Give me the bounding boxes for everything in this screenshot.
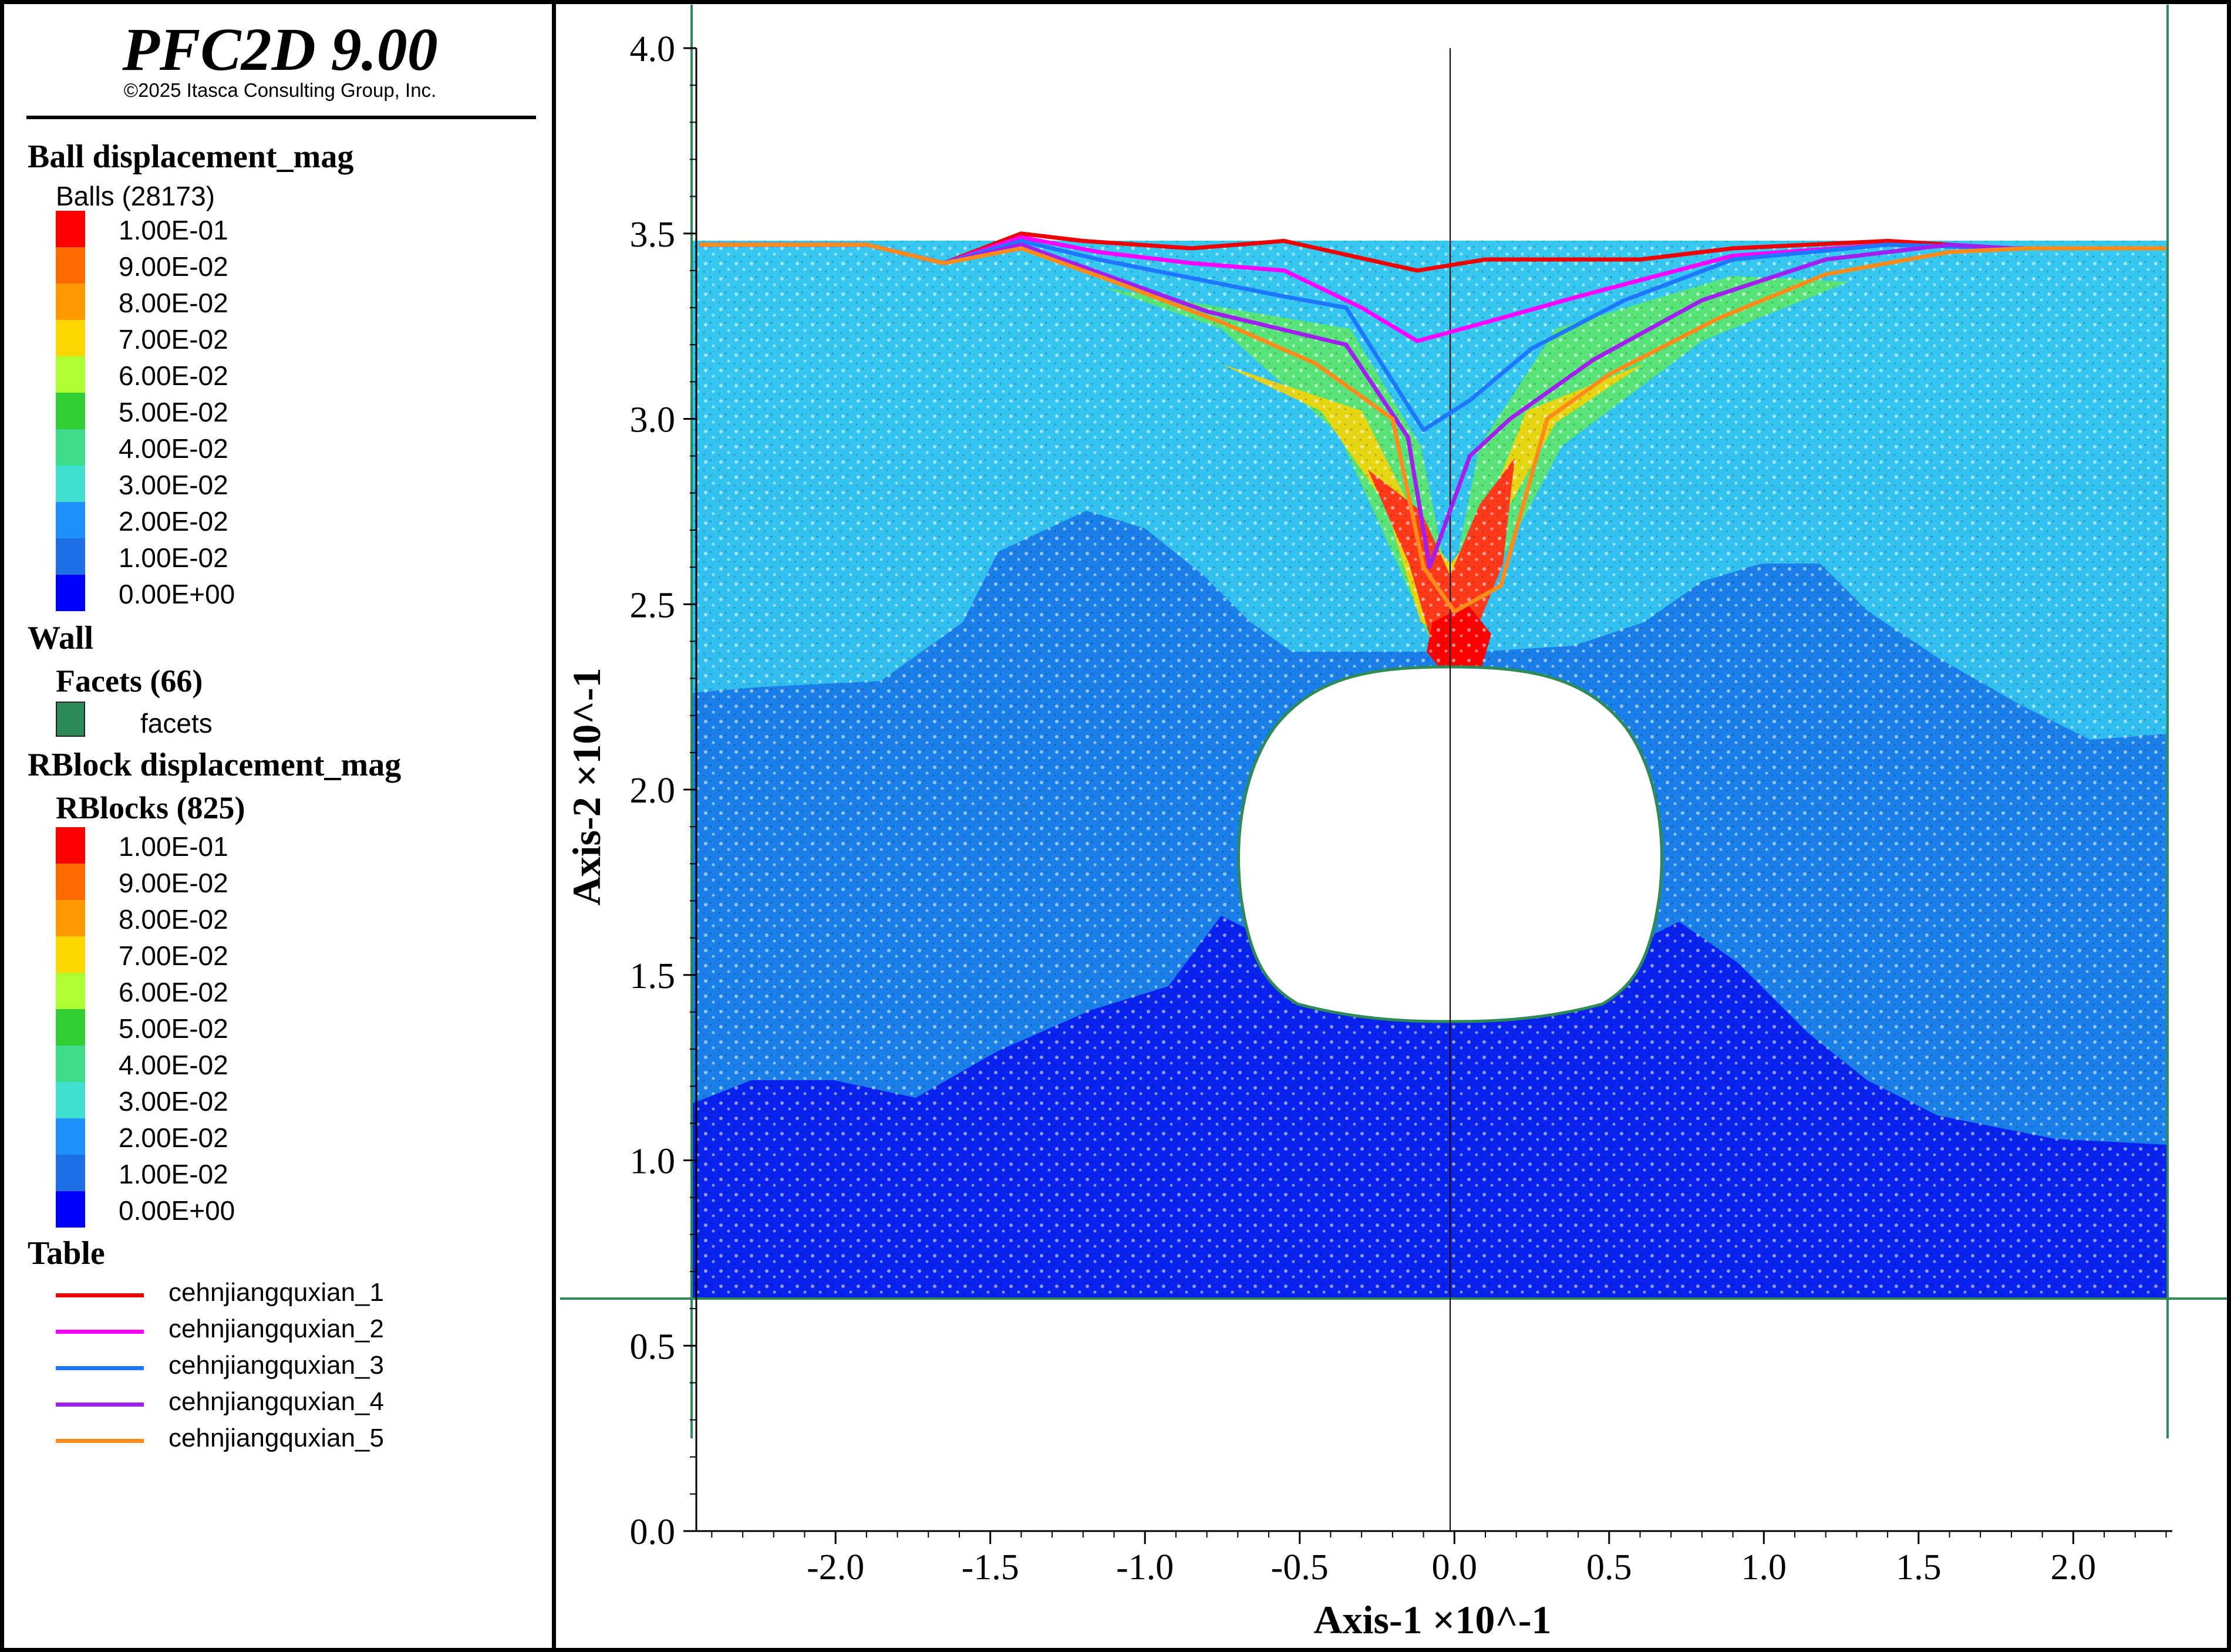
- rblock-scale-value-label: 0.00E+00: [119, 1195, 235, 1226]
- rblock-scale-value-label: 6.00E-02: [119, 977, 228, 1007]
- rblock-scale-value-label: 1.00E-01: [119, 831, 228, 862]
- y-tick-label: 2.0: [630, 771, 676, 811]
- ball-scale-swatch: [56, 393, 85, 429]
- series-line-swatch: [56, 1402, 144, 1407]
- ball-scale-value-label: 8.00E-02: [119, 288, 228, 318]
- rblock-scale-swatch: [56, 1118, 85, 1155]
- ball-scale-swatch: [56, 538, 85, 575]
- settlement-curve-line: [699, 242, 2166, 614]
- series-line-swatch: [56, 1330, 144, 1334]
- y-axis-ticks: 0.0 0.5 1.0 1.5 2.0 2.5 3.0 3.5 4.0: [630, 29, 696, 1552]
- rblock-scale-swatch: [56, 1046, 85, 1082]
- series-line-swatch: [56, 1366, 144, 1370]
- wall-legend-title: Wall: [28, 620, 94, 656]
- rblock-scale-value-label: 2.00E-02: [119, 1122, 228, 1153]
- ball-scale-value-label: 7.00E-02: [119, 324, 228, 355]
- series-legend-label: cehnjiangquxian_2: [168, 1314, 384, 1343]
- rblock-scale-value-label: 7.00E-02: [119, 940, 228, 971]
- y-axis-title: Axis-2 ×10^-1: [564, 667, 609, 905]
- rblock-scale-swatch: [56, 1009, 85, 1046]
- x-tick-label: 0.0: [1432, 1548, 1478, 1587]
- legend-panel: PFC2D 9.00 ©2025 Itasca Consulting Group…: [4, 4, 556, 1648]
- app-title: PFC2D 9.00: [122, 16, 438, 83]
- ball-scale-swatch: [56, 320, 85, 356]
- ball-scale-swatch: [56, 502, 85, 538]
- rblock-scale-swatch: [56, 827, 85, 864]
- y-tick-label: 1.0: [630, 1142, 676, 1182]
- rblock-legend-title: RBlock displacement_mag: [28, 747, 402, 783]
- ball-scale-swatch: [56, 575, 85, 611]
- ball-scale-value-label: 9.00E-02: [119, 251, 228, 282]
- settlement-curve-line: [699, 242, 2166, 569]
- ball-scale-value-label: 1.00E-02: [119, 542, 228, 573]
- series-legend-label: cehnjiangquxian_5: [168, 1424, 384, 1452]
- rblock-scale-swatch: [56, 1155, 85, 1191]
- x-axis-title: Axis-1 ×10^-1: [1313, 1597, 1551, 1642]
- rblock-scale-swatch: [56, 973, 85, 1009]
- y-tick-label: 0.0: [630, 1512, 676, 1552]
- facets-item-label: facets: [140, 708, 213, 739]
- rblock-scale-value-label: 5.00E-02: [119, 1013, 228, 1044]
- facets-count-label: Facets (66): [56, 663, 203, 699]
- ball-scale-swatch: [56, 211, 85, 247]
- rblock-scale-swatch: [56, 900, 85, 936]
- ball-scale-swatch: [56, 247, 85, 284]
- ball-scale-value-label: 0.00E+00: [119, 579, 235, 609]
- rblock-scale-swatch: [56, 936, 85, 973]
- rblock-scale-swatch: [56, 864, 85, 900]
- ball-scale-value-label: 6.00E-02: [119, 360, 228, 391]
- rblocks-count-label: RBlocks (825): [56, 790, 245, 825]
- ball-scale-value-label: 1.00E-01: [119, 215, 228, 245]
- series-legend-label: cehnjiangquxian_3: [168, 1351, 384, 1380]
- x-tick-label: -0.5: [1271, 1548, 1329, 1587]
- series-line-swatch: [56, 1439, 144, 1443]
- rblock-scale-value-label: 8.00E-02: [119, 904, 228, 935]
- y-tick-label: 3.0: [630, 400, 676, 440]
- ball-scale-value-label: 4.00E-02: [119, 433, 228, 464]
- ball-scale-swatch: [56, 429, 85, 466]
- x-tick-label: -2.0: [807, 1548, 864, 1587]
- x-tick-label: -1.0: [1116, 1548, 1174, 1587]
- rblock-scale-value-label: 9.00E-02: [119, 868, 228, 898]
- series-line-swatch: [56, 1293, 144, 1297]
- ball-scale-value-label: 2.00E-02: [119, 506, 228, 537]
- y-tick-label: 0.5: [630, 1327, 676, 1367]
- series-legend-label: cehnjiangquxian_4: [168, 1387, 384, 1416]
- y-tick-label: 4.0: [630, 29, 676, 69]
- balls-count-label: Balls (28173): [56, 181, 215, 211]
- ball-legend-title: Ball displacement_mag: [28, 139, 354, 175]
- copyright-text: ©2025 Itasca Consulting Group, Inc.: [123, 79, 437, 101]
- ball-scale-value-label: 5.00E-02: [119, 397, 228, 427]
- ball-scale-swatch: [56, 284, 85, 320]
- x-tick-label: 0.5: [1586, 1548, 1632, 1587]
- rblock-scale-value-label: 3.00E-02: [119, 1086, 228, 1117]
- rblock-scale-swatch: [56, 1191, 85, 1228]
- facets-swatch: [56, 702, 85, 737]
- settlement-curves: [699, 231, 2166, 614]
- title-divider: [26, 116, 536, 119]
- x-axis-ticks: -2.0 -1.5 -1.0 -0.5 0.0 0.5 1.0 1.5 2.0: [711, 1531, 2167, 1587]
- x-tick-label: 1.0: [1741, 1548, 1787, 1587]
- ball-scale-value-label: 3.00E-02: [119, 470, 228, 500]
- rblock-scale-value-label: 1.00E-02: [119, 1159, 228, 1189]
- rblock-scale-swatch: [56, 1082, 85, 1118]
- table-legend-title: Table: [28, 1235, 105, 1272]
- y-tick-label: 1.5: [630, 956, 676, 996]
- y-tick-label: 3.5: [630, 215, 676, 255]
- ball-scale-swatch: [56, 466, 85, 502]
- rblock-scale-value-label: 4.00E-02: [119, 1050, 228, 1080]
- x-tick-label: -1.5: [962, 1548, 1019, 1587]
- x-tick-label: 1.5: [1896, 1548, 1942, 1587]
- ball-scale-swatch: [56, 356, 85, 393]
- x-tick-label: 2.0: [2051, 1548, 2097, 1587]
- y-tick-label: 2.5: [630, 585, 676, 625]
- series-legend-label: cehnjiangquxian_1: [168, 1278, 384, 1307]
